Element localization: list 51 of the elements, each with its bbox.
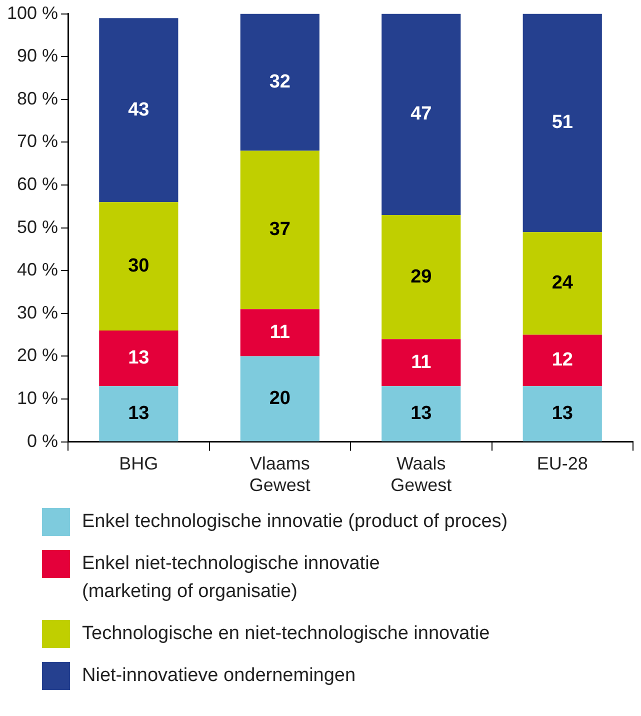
data-label: 24 bbox=[552, 272, 574, 294]
data-label: 51 bbox=[552, 112, 574, 134]
x-tick-label: Vlaams Gewest bbox=[249, 454, 310, 496]
y-tick-label: 20 % bbox=[17, 345, 58, 366]
y-tick-label: 70 % bbox=[17, 131, 58, 152]
bar bbox=[382, 214, 461, 340]
bar bbox=[522, 14, 602, 232]
data-label: 13 bbox=[128, 348, 150, 369]
data-label: 11 bbox=[270, 322, 290, 343]
data-label: 12 bbox=[552, 350, 573, 371]
y-tick-label: 40 % bbox=[17, 260, 58, 280]
bar bbox=[240, 14, 320, 151]
data-label: 20 bbox=[269, 388, 290, 409]
x-tick-label: Waals Gewest bbox=[390, 454, 452, 496]
y-tick-label: 30 % bbox=[17, 302, 58, 322]
bar bbox=[522, 334, 602, 386]
data-label: 43 bbox=[128, 99, 150, 120]
data-label: 37 bbox=[269, 219, 290, 240]
data-label: 30 bbox=[128, 256, 150, 277]
legend-label: Enkel niet-technologische innovatie (marketing of organisatie) bbox=[82, 552, 380, 604]
y-tick-label: 50 % bbox=[17, 216, 58, 237]
y-tick-label: 0 % bbox=[27, 430, 58, 451]
data-label: 11 bbox=[411, 352, 432, 373]
bar bbox=[240, 309, 320, 356]
bar bbox=[522, 386, 602, 442]
y-tick-label: 10 % bbox=[17, 388, 58, 408]
x-tick-label: BHG bbox=[119, 454, 158, 474]
bar bbox=[382, 386, 461, 442]
data-label: 13 bbox=[410, 402, 432, 424]
bar bbox=[382, 14, 461, 215]
data-label: 47 bbox=[410, 104, 432, 125]
legend-label: Niet-innovatieve ondernemingen bbox=[82, 664, 356, 688]
data-label: 13 bbox=[128, 402, 150, 424]
bar bbox=[382, 339, 461, 386]
bar bbox=[240, 150, 320, 310]
data-label: 32 bbox=[269, 72, 290, 93]
legend-label: Technologische en niet-technologische innovatie bbox=[82, 622, 490, 646]
y-tick-label: 60 % bbox=[17, 174, 58, 194]
data-label: 29 bbox=[410, 266, 432, 288]
bar bbox=[99, 386, 178, 442]
x-tick-label: EU-28 bbox=[536, 454, 588, 474]
bar bbox=[99, 202, 178, 331]
bar bbox=[522, 232, 602, 335]
legend-label: Enkel technologische innovatie (product of proces) bbox=[82, 510, 508, 534]
y-tick-label: 80 % bbox=[17, 88, 58, 108]
y-tick-label: 90 % bbox=[17, 46, 58, 66]
data-label: 13 bbox=[552, 402, 573, 424]
bar bbox=[240, 356, 320, 442]
y-tick-label: 100 % bbox=[6, 2, 58, 23]
bar bbox=[99, 18, 178, 202]
bar bbox=[99, 330, 178, 386]
